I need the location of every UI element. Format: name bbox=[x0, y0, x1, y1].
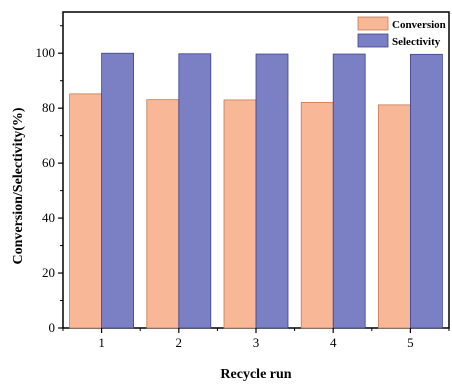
legend-label-conversion: Conversion bbox=[392, 19, 446, 31]
bar-selectivity-1 bbox=[101, 52, 134, 329]
legend-swatch-conversion bbox=[357, 16, 389, 31]
y-tick-label: 40 bbox=[42, 210, 55, 225]
plot-area: 0 20 40 60 80 100 1 2 3 4 5 Conversion Selectivity bbox=[36, 11, 450, 350]
bar-selectivity-3 bbox=[255, 53, 289, 329]
bar-conversion-4 bbox=[300, 102, 334, 329]
x-tick-label: 2 bbox=[176, 335, 183, 350]
bar-selectivity-5 bbox=[409, 53, 443, 329]
legend-label-selectivity: Selectivity bbox=[392, 36, 441, 48]
bar-conversion-2 bbox=[146, 99, 180, 329]
bar-conversion-5 bbox=[377, 104, 411, 329]
bar-conversion-1 bbox=[69, 93, 102, 329]
x-tick-label: 5 bbox=[407, 335, 414, 350]
y-tick-label: 60 bbox=[42, 155, 55, 170]
y-tick-label: 80 bbox=[42, 100, 55, 115]
bar-selectivity-2 bbox=[178, 53, 212, 329]
legend-swatch-selectivity bbox=[357, 33, 389, 48]
x-axis-title: Recycle run bbox=[220, 367, 291, 382]
y-axis-title: Conversion/Selectivity(%) bbox=[11, 107, 26, 264]
legend: Conversion Selectivity bbox=[357, 16, 446, 48]
x-tick-label: 3 bbox=[253, 335, 260, 350]
y-tick-label: 0 bbox=[49, 320, 56, 335]
x-tick-label: 1 bbox=[98, 335, 105, 350]
y-tick-label: 20 bbox=[42, 265, 55, 280]
bar-selectivity-4 bbox=[332, 53, 366, 329]
bar-conversion-3 bbox=[223, 99, 257, 329]
x-tick-label: 4 bbox=[330, 335, 337, 350]
y-tick-label: 100 bbox=[36, 45, 56, 60]
